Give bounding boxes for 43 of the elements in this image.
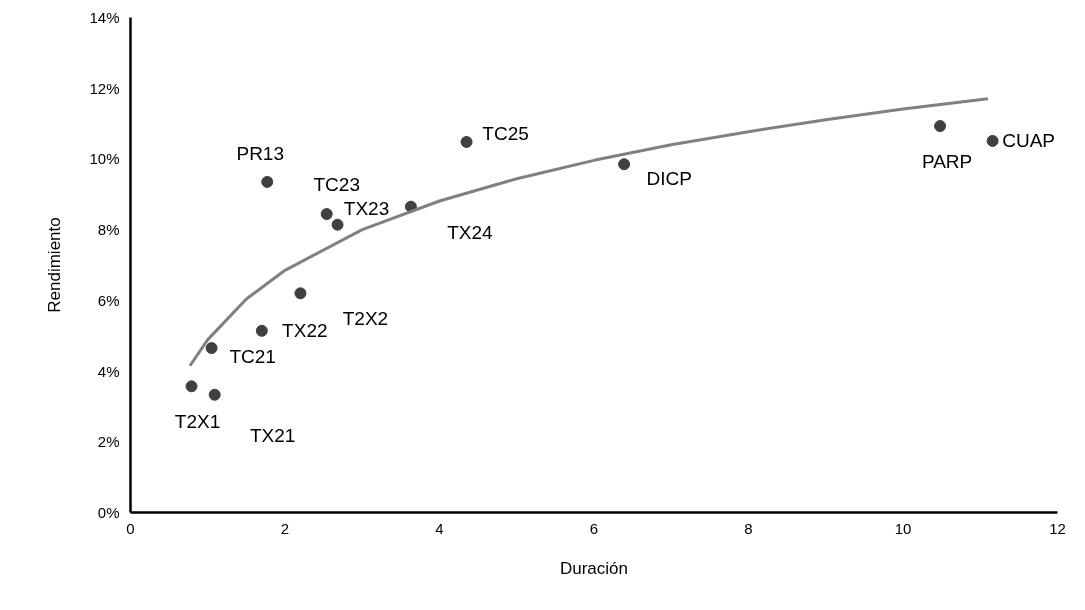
annotation: TC23 <box>313 173 360 195</box>
point <box>185 380 198 393</box>
point <box>208 388 221 401</box>
point <box>320 208 333 221</box>
y-tick-label: 14% <box>89 9 120 26</box>
y-tick-label: 12% <box>89 79 120 97</box>
annotation: DICP <box>646 167 692 189</box>
y-tick-label: 6% <box>97 291 120 309</box>
point <box>618 158 631 171</box>
point <box>294 287 307 300</box>
x-tick-label: 2 <box>280 519 290 537</box>
line-series <box>188 97 990 368</box>
x-tick-label: 8 <box>744 519 753 537</box>
y-tick-label: 4% <box>97 362 120 380</box>
x-tick-label: 6 <box>589 519 599 537</box>
y-tick-label: 0% <box>97 504 120 521</box>
x-tick-label: 10 <box>894 519 912 537</box>
point <box>255 324 268 337</box>
x-axis-title: Duración <box>559 558 629 578</box>
y-tick-label: 10% <box>89 150 120 168</box>
annotation: TX23 <box>343 198 390 220</box>
annotation: T2X1 <box>174 410 221 432</box>
point <box>331 218 344 231</box>
annotation: TX22 <box>282 320 328 342</box>
x-tick-label: 4 <box>435 519 444 537</box>
x-tick-label: 0 <box>126 519 135 537</box>
y-axis-title: Rendimiento <box>45 217 65 313</box>
point <box>934 120 947 133</box>
point <box>986 134 999 147</box>
annotation: CUAP <box>1002 130 1056 152</box>
point <box>205 342 218 355</box>
point <box>261 175 274 188</box>
annotation: TC21 <box>229 345 276 367</box>
y-tick-label: 8% <box>97 221 120 239</box>
annotation: PR13 <box>236 143 284 165</box>
y-tick-label: 2% <box>97 433 120 451</box>
annotation: TX24 <box>447 222 494 244</box>
annotation: PARP <box>921 150 973 172</box>
annotation: T2X2 <box>342 307 389 329</box>
point <box>460 135 473 148</box>
annotation: TX21 <box>250 425 296 447</box>
annotation: TC25 <box>482 123 529 145</box>
x-tick-label: 12 <box>1049 519 1066 537</box>
